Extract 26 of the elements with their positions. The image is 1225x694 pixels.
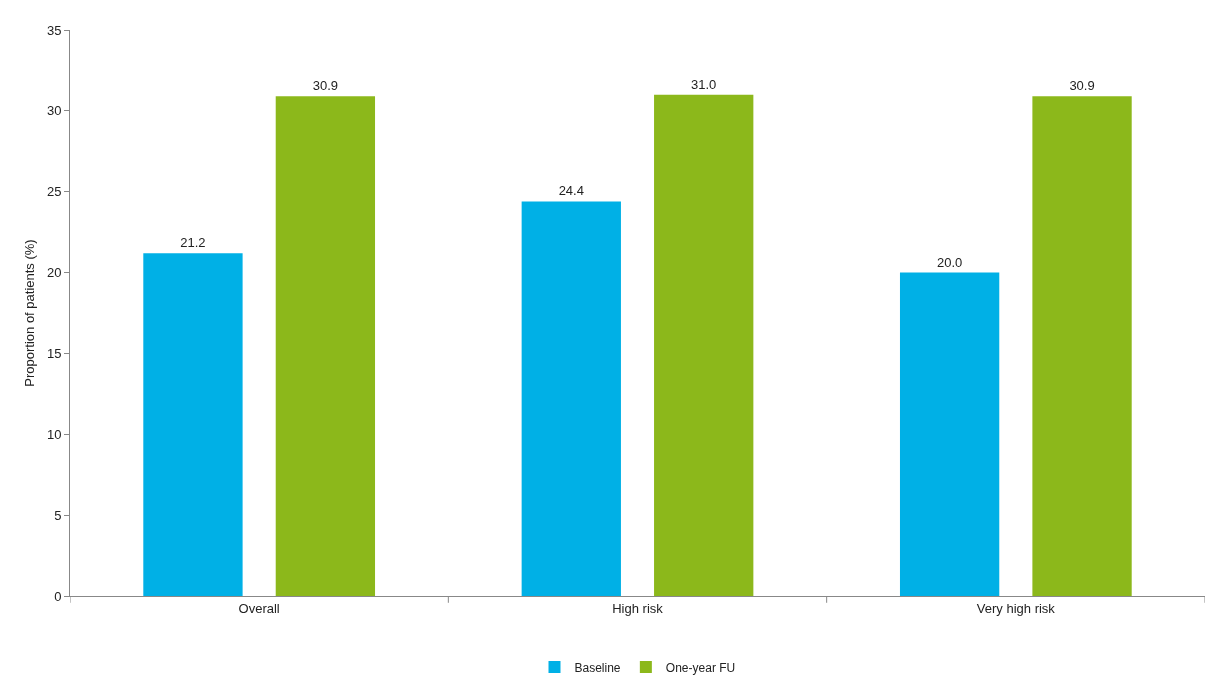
bar <box>899 272 1000 596</box>
x-tick-label: High risk <box>612 600 664 616</box>
bar <box>275 96 376 596</box>
data-label: 21.2 <box>180 235 206 251</box>
y-axis-title: Proportion of patients (%) <box>22 239 37 387</box>
legend-label: Baseline <box>574 660 621 675</box>
legend-label: One-year FU <box>665 660 736 675</box>
y-tick-label: 15 <box>46 345 62 361</box>
data-label: 20.0 <box>936 254 963 270</box>
x-tick-label: Overall <box>238 600 280 616</box>
y-tick-label: 10 <box>46 426 62 442</box>
bar <box>521 201 621 596</box>
data-label: 30.9 <box>1069 78 1095 94</box>
data-label: 30.9 <box>312 78 339 94</box>
bar <box>143 253 243 596</box>
bar <box>654 94 754 596</box>
bar <box>1032 96 1132 596</box>
y-tick-label: 25 <box>46 184 62 200</box>
y-tick-label: 30 <box>46 103 62 119</box>
data-label: 31.0 <box>691 76 717 92</box>
y-tick-label: 35 <box>46 22 62 38</box>
y-tick-label: 0 <box>54 588 62 604</box>
y-tick-label: 5 <box>54 507 62 523</box>
y-tick-label: 20 <box>46 265 62 281</box>
x-tick-label: Very high risk <box>976 600 1056 616</box>
data-label: 24.4 <box>558 183 584 199</box>
